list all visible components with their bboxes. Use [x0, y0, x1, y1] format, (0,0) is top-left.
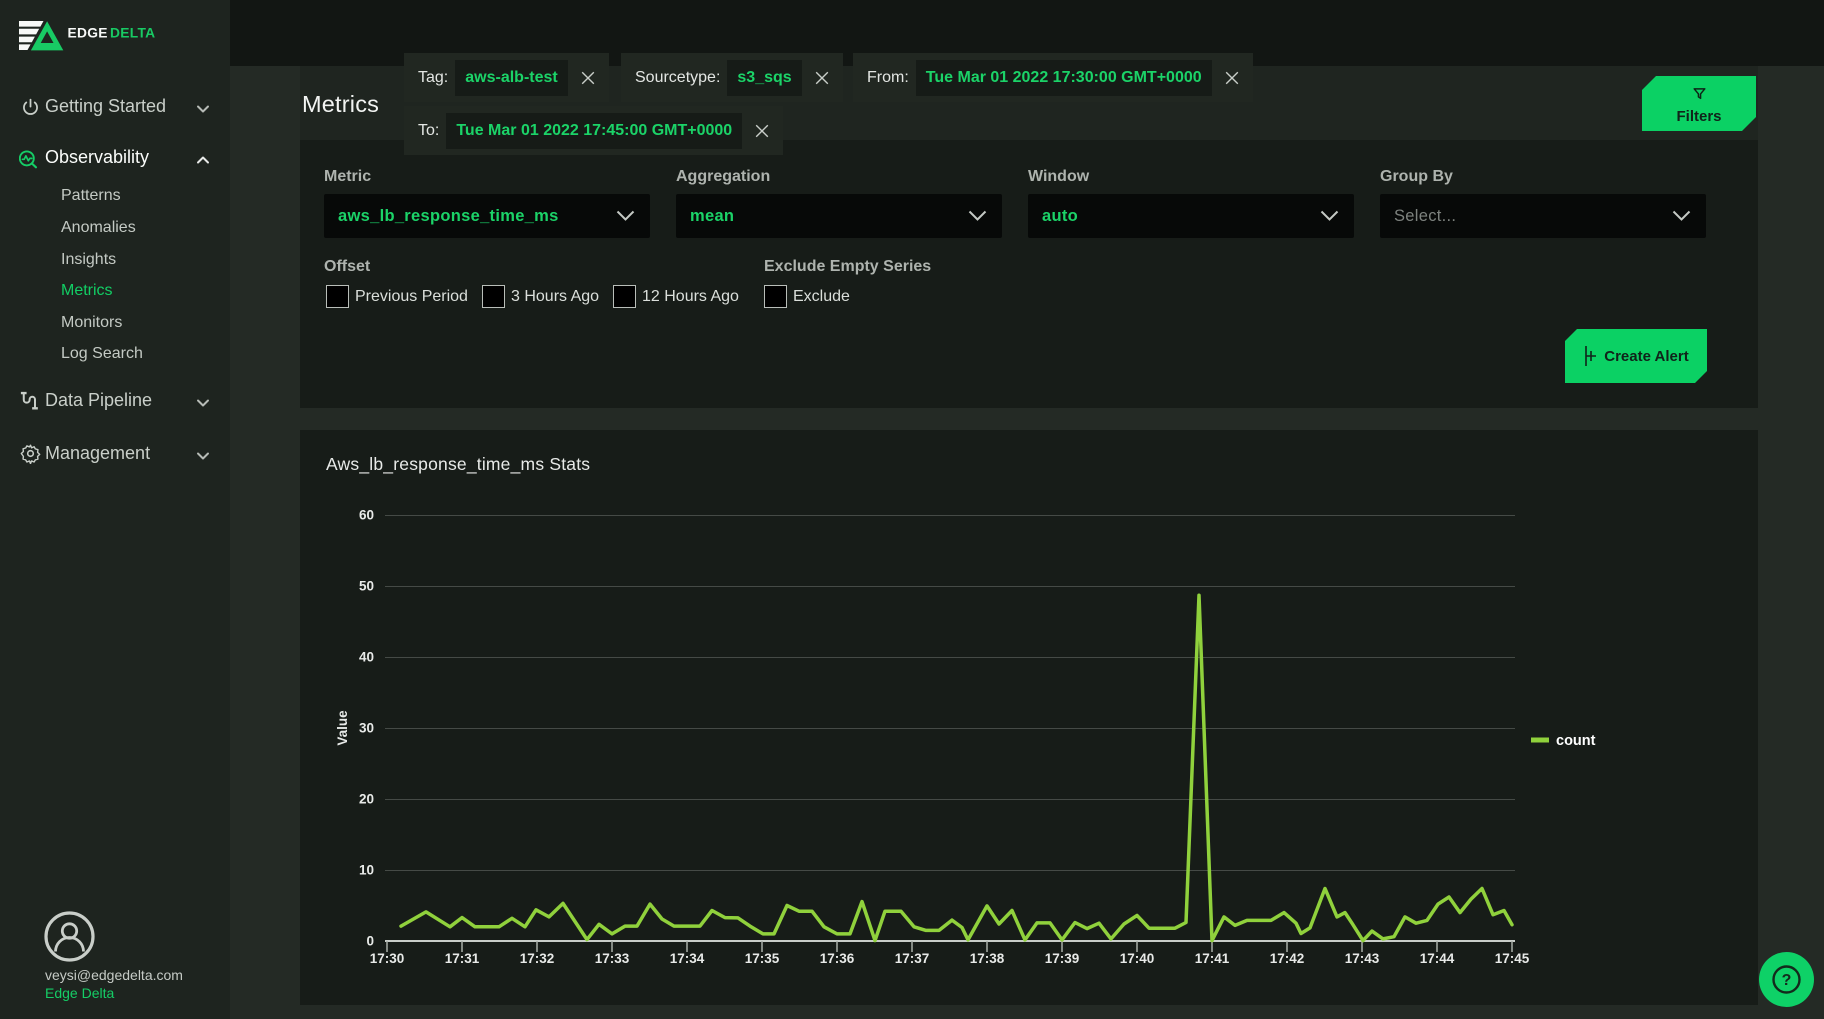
svg-text:17:30: 17:30 — [370, 951, 405, 966]
svg-text:17:32: 17:32 — [520, 951, 555, 966]
svg-text:Value: Value — [335, 710, 350, 746]
svg-text:17:44: 17:44 — [1420, 951, 1455, 966]
svg-text:17:45: 17:45 — [1495, 951, 1530, 966]
svg-text:60: 60 — [359, 508, 374, 523]
svg-text:17:42: 17:42 — [1270, 951, 1305, 966]
svg-text:17:34: 17:34 — [670, 951, 705, 966]
svg-text:17:35: 17:35 — [745, 951, 780, 966]
svg-text:count: count — [1556, 733, 1596, 749]
svg-text:17:43: 17:43 — [1345, 951, 1380, 966]
svg-text:17:39: 17:39 — [1045, 951, 1080, 966]
svg-text:17:31: 17:31 — [445, 951, 480, 966]
svg-text:EDGE: EDGE — [68, 26, 108, 41]
svg-text:17:40: 17:40 — [1120, 951, 1155, 966]
svg-text:17:33: 17:33 — [595, 951, 630, 966]
svg-text:10: 10 — [359, 863, 374, 878]
svg-text:17:41: 17:41 — [1195, 951, 1230, 966]
svg-text:0: 0 — [366, 934, 374, 949]
svg-text:50: 50 — [359, 579, 374, 594]
svg-text:17:36: 17:36 — [820, 951, 855, 966]
svg-text:30: 30 — [359, 721, 374, 736]
svg-text:17:37: 17:37 — [895, 951, 930, 966]
svg-text:40: 40 — [359, 650, 374, 665]
svg-text:DELTA: DELTA — [110, 26, 155, 41]
svg-text:?: ? — [1782, 972, 1792, 989]
svg-text:20: 20 — [359, 792, 374, 807]
svg-text:17:38: 17:38 — [970, 951, 1005, 966]
